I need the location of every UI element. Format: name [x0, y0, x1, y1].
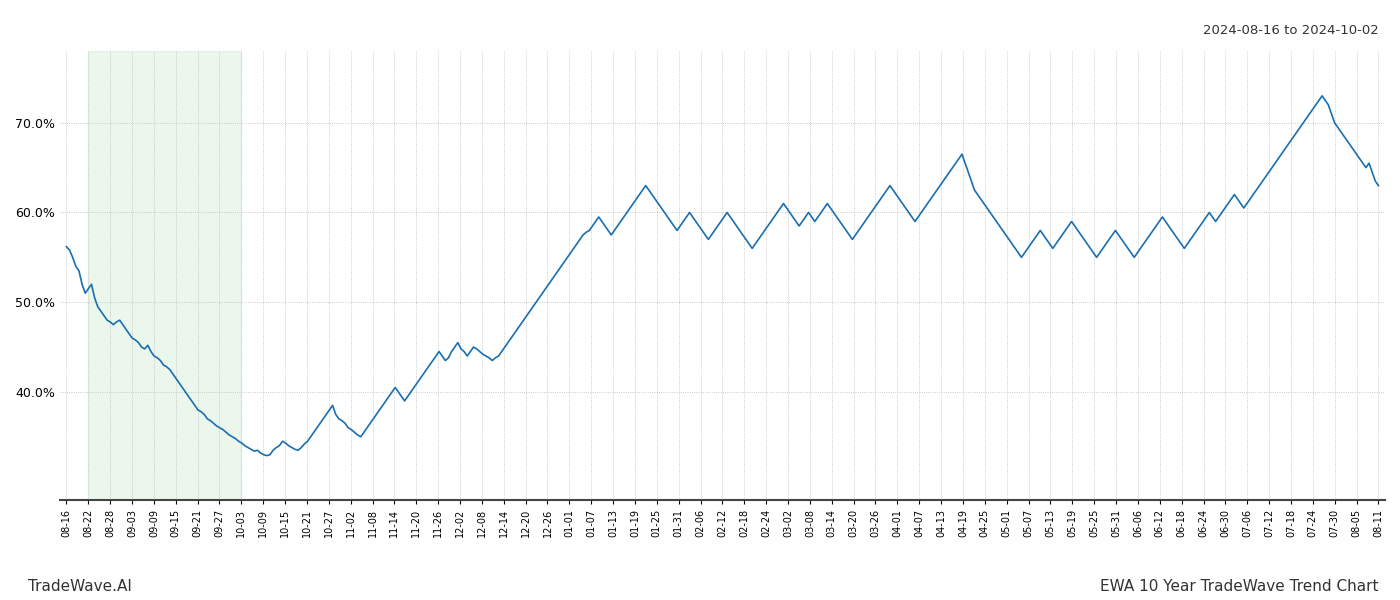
Text: 2024-08-16 to 2024-10-02: 2024-08-16 to 2024-10-02: [1203, 24, 1379, 37]
Bar: [88, 51, 241, 500]
Text: EWA 10 Year TradeWave Trend Chart: EWA 10 Year TradeWave Trend Chart: [1100, 579, 1379, 594]
Text: TradeWave.AI: TradeWave.AI: [28, 579, 132, 594]
